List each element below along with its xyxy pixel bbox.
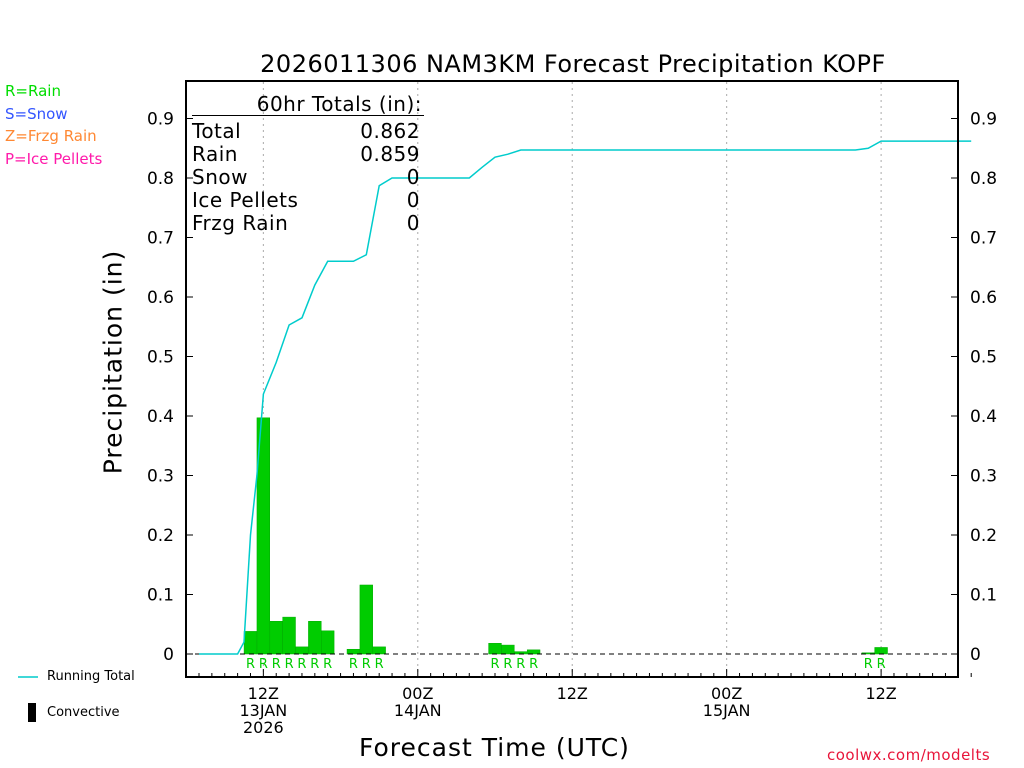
precip-bar <box>295 646 309 655</box>
legend-ice-pellets: P=Ice Pellets <box>5 149 103 168</box>
y-tick-label: 0.9 <box>147 110 174 130</box>
y-axis-label: Precipitation (in) <box>98 249 128 475</box>
precip-bar <box>243 631 258 655</box>
precip-type-letter: R <box>310 657 319 672</box>
legend-rain: R=Rain <box>5 82 61 100</box>
x-tick-label: 12Z <box>248 684 279 703</box>
precip-bar <box>359 584 373 655</box>
y-tick-label: 0.1 <box>970 586 997 606</box>
precip-bar <box>874 647 888 655</box>
y-tick-label: 0.6 <box>147 288 174 308</box>
y-tick-label: 0 <box>970 645 981 665</box>
y-tick-label: 0.1 <box>147 586 174 606</box>
convective-legend-marker <box>28 703 36 722</box>
y-tick-label: 0.7 <box>147 229 174 249</box>
totals-row: Rain 0.859 <box>192 143 424 166</box>
precipitation-bars <box>243 417 888 655</box>
x-tick-label: 00Z <box>711 684 742 703</box>
y-tick-label: 0.8 <box>147 169 174 189</box>
y-tick-label: 0.3 <box>147 467 174 487</box>
precip-type-letter: R <box>349 657 358 672</box>
precip-type-letter: R <box>375 657 384 672</box>
totals-label: Ice Pellets <box>192 188 299 212</box>
x-tick-label: 14JAN <box>394 701 442 720</box>
y-tick-label: 0.2 <box>970 526 997 546</box>
precip-type-letter: R <box>259 657 268 672</box>
legend-freezing-rain: Z=Frzg Rain <box>5 127 97 145</box>
precip-bar <box>321 630 335 655</box>
precip-bar <box>526 649 541 655</box>
totals-label: Snow <box>192 165 248 189</box>
x-tick-label: 00Z <box>402 684 433 703</box>
totals-box: 60hr Totals (in): Total 0.862 Rain 0.859… <box>192 93 424 235</box>
precip-bar <box>282 616 296 655</box>
precip-type-letter: R <box>362 657 371 672</box>
precip-type-letter: R <box>490 657 499 672</box>
y-tick-label: 0.9 <box>970 110 997 130</box>
x-tick-label: 2026 <box>243 718 284 737</box>
y-tick-label: 0.7 <box>970 229 997 249</box>
y-tick-label: 0.3 <box>970 467 997 487</box>
totals-label: Total <box>192 119 242 143</box>
credit-text: coolwx.com/modelts <box>827 746 991 764</box>
precip-bar <box>346 648 361 655</box>
precip-bar <box>256 417 271 655</box>
totals-row: Frzg Rain 0 <box>192 212 424 235</box>
x-tick-label: 13JAN <box>239 701 287 720</box>
precip-type-letter: R <box>529 657 538 672</box>
precip-bar <box>308 621 322 655</box>
totals-label: Frzg Rain <box>192 211 289 235</box>
y-tick-label: 0.8 <box>970 169 997 189</box>
legend-running-total: Running Total <box>47 669 135 684</box>
totals-label: Rain <box>192 142 238 166</box>
precip-bar <box>372 646 386 655</box>
legend-snow: S=Snow <box>5 104 68 123</box>
precip-bar <box>488 643 502 655</box>
precip-bar <box>501 644 515 655</box>
x-tick-label: 15JAN <box>703 701 751 720</box>
precip-type-letter: R <box>297 657 306 672</box>
y-tick-label: 0.4 <box>970 407 997 427</box>
y-axis-left: 0 0.1 0.2 0.3 0.4 0.5 0.6 0.7 0.8 0.9 <box>147 110 193 665</box>
legend-convective: Convective <box>47 705 120 720</box>
x-axis-label: Forecast Time (UTC) <box>359 733 630 762</box>
precip-type-letter: R <box>272 657 281 672</box>
y-tick-label: 0.5 <box>147 348 174 368</box>
totals-header: 60hr Totals (in): <box>192 93 424 116</box>
precip-type-letter: R <box>516 657 525 672</box>
x-tick-label: 12Z <box>557 684 588 703</box>
precip-bar <box>269 621 283 655</box>
y-tick-label: 0 <box>163 645 174 665</box>
totals-row: Total 0.862 <box>192 120 424 143</box>
totals-row: Ice Pellets 0 <box>192 189 424 212</box>
totals-value: 0.862 <box>360 119 420 143</box>
chart-title: 2026011306 NAM3KM Forecast Precipitation… <box>260 50 886 78</box>
y-axis-right: 0 0.1 0.2 0.3 0.4 0.5 0.6 0.7 0.8 0.9 <box>951 110 997 665</box>
totals-value: 0 <box>406 165 420 189</box>
x-tick-label: 12Z <box>865 684 896 703</box>
y-tick-label: 0.2 <box>147 526 174 546</box>
precip-type-letter: R <box>877 657 886 672</box>
precip-type-legend: R=Rain S=Snow Z=Frzg Rain P=Ice Pellets <box>5 80 102 170</box>
totals-value: 0 <box>406 211 420 235</box>
precip-type-letter: R <box>246 657 255 672</box>
totals-value: 0 <box>406 188 420 212</box>
precip-type-letter: R <box>285 657 294 672</box>
y-tick-label: 0.6 <box>970 288 997 308</box>
precip-type-letter: R <box>864 657 873 672</box>
y-tick-label: 0.4 <box>147 407 174 427</box>
y-tick-label: 0.5 <box>970 348 997 368</box>
totals-row: Snow 0 <box>192 166 424 189</box>
precip-type-letter: R <box>503 657 512 672</box>
running-total-line <box>199 140 972 655</box>
precip-type-letter: R <box>323 657 332 672</box>
totals-value: 0.859 <box>360 142 420 166</box>
